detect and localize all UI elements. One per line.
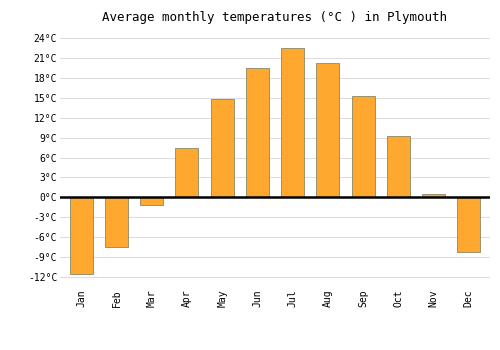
Bar bbox=[422, 194, 445, 197]
Bar bbox=[281, 48, 304, 197]
Title: Average monthly temperatures (°C ) in Plymouth: Average monthly temperatures (°C ) in Pl… bbox=[102, 11, 448, 24]
Bar bbox=[210, 99, 234, 197]
Bar bbox=[246, 68, 269, 197]
Bar bbox=[105, 197, 128, 247]
Bar bbox=[316, 63, 340, 197]
Bar bbox=[176, 148, 199, 197]
Bar bbox=[387, 136, 410, 197]
Bar bbox=[140, 197, 163, 205]
Bar bbox=[458, 197, 480, 252]
Bar bbox=[352, 96, 374, 197]
Bar bbox=[70, 197, 92, 274]
